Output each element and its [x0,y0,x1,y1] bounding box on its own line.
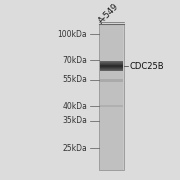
Text: 70kDa: 70kDa [62,56,87,65]
Bar [99,24,124,170]
Text: A-549: A-549 [97,1,120,25]
Bar [100,105,123,107]
Bar [100,68,123,69]
Bar [100,69,123,70]
Text: 25kDa: 25kDa [63,144,87,153]
Bar [100,24,123,170]
Bar [100,70,123,71]
Text: 40kDa: 40kDa [62,102,87,111]
Bar [100,61,123,62]
Bar [100,63,123,64]
Text: 100kDa: 100kDa [58,30,87,39]
Bar [100,66,123,67]
Bar [100,62,123,63]
Text: 55kDa: 55kDa [62,75,87,84]
Bar [100,79,123,82]
Bar [100,64,123,65]
Text: 35kDa: 35kDa [62,116,87,125]
Text: CDC25B: CDC25B [130,62,164,71]
Bar [100,65,123,66]
Bar [100,67,123,68]
